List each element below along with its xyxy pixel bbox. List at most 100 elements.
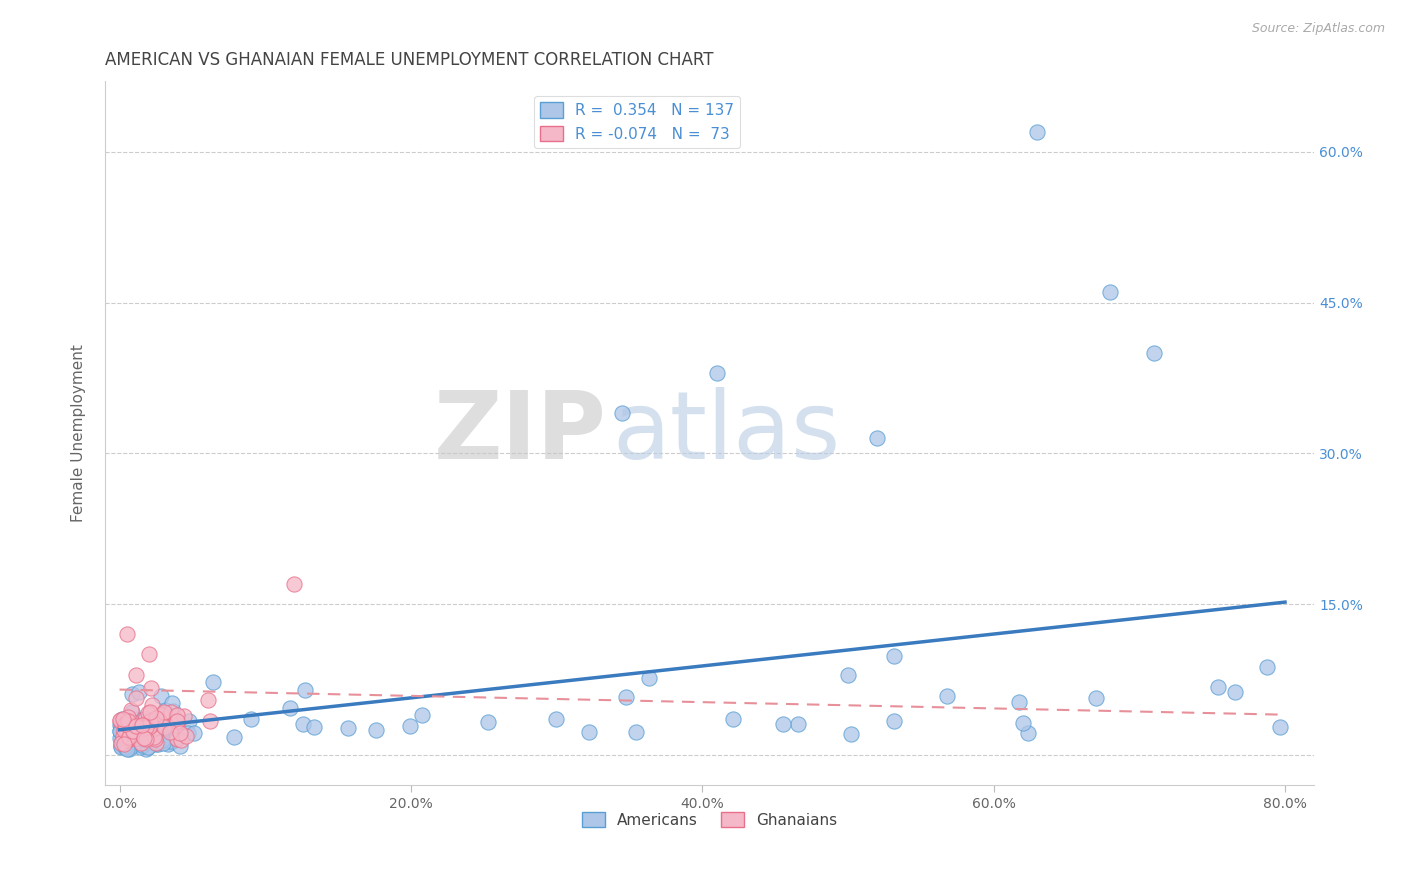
Point [159,725,181,739]
Point [160,735,183,749]
Point [128,719,150,733]
Point [110,737,132,751]
Point [183,726,205,740]
Point [170,733,193,747]
Point [169,739,191,754]
Point [122,738,145,752]
Point [111,713,134,727]
Point [124,731,146,745]
Point [866,431,889,445]
Point [364,723,387,738]
Point [239,712,262,726]
Point [1017,725,1039,739]
Point [112,726,135,740]
Point [135,742,157,756]
Point [143,731,166,745]
Point [166,714,188,728]
Point [136,706,159,720]
Point [118,721,141,735]
Point [118,730,141,744]
Point [115,728,138,742]
Point [118,731,141,746]
Point [114,739,136,754]
Point [110,717,132,731]
Point [117,718,139,732]
Point [1085,691,1108,706]
Point [166,731,188,746]
Point [139,718,162,732]
Point [139,681,162,695]
Point [160,696,183,710]
Point [1206,680,1229,694]
Point [122,739,145,753]
Point [148,728,170,742]
Point [128,685,150,699]
Point [138,705,160,719]
Point [153,705,176,719]
Point [117,723,139,737]
Point [110,723,132,738]
Point [118,718,141,732]
Point [721,712,744,726]
Point [121,687,143,701]
Point [149,690,172,704]
Point [1268,720,1291,734]
Point [131,736,153,750]
Point [110,740,132,755]
Point [124,712,146,726]
Point [145,711,167,725]
Point [110,736,132,750]
Point [121,737,143,751]
Point [129,719,152,733]
Point [132,722,155,736]
Point [200,714,222,729]
Point [112,737,135,751]
Point [118,730,141,744]
Point [612,406,634,420]
Legend: Americans, Ghanaians: Americans, Ghanaians [576,805,844,834]
Point [131,732,153,747]
Point [131,713,153,727]
Point [578,724,600,739]
Point [136,739,159,754]
Point [149,706,172,721]
Point [110,724,132,739]
Point [145,736,167,750]
Point [118,742,141,756]
Point [112,723,135,738]
Text: ZIP: ZIP [434,387,607,479]
Point [141,723,163,737]
Point [138,648,160,662]
Point [111,732,134,747]
Point [291,717,314,731]
Point [411,708,433,723]
Point [157,737,180,751]
Point [134,712,156,726]
Point [1143,346,1166,360]
Point [135,732,157,747]
Text: Source: ZipAtlas.com: Source: ZipAtlas.com [1251,22,1385,36]
Point [169,726,191,740]
Point [125,719,148,733]
Point [112,737,135,751]
Point [138,720,160,734]
Point [138,735,160,749]
Point [135,720,157,734]
Point [122,719,145,733]
Point [149,707,172,722]
Point [110,714,132,728]
Point [115,731,138,746]
Point [883,649,905,664]
Point [839,727,862,741]
Point [174,729,197,743]
Point [638,671,661,685]
Point [115,722,138,736]
Point [111,729,134,743]
Point [544,712,567,726]
Point [337,721,360,735]
Point [1099,285,1122,300]
Point [177,726,200,740]
Point [118,723,141,738]
Point [141,698,163,712]
Point [131,718,153,732]
